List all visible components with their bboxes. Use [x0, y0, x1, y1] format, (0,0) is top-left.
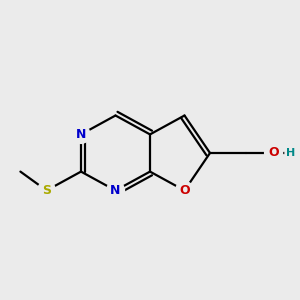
Text: O: O [268, 146, 279, 160]
Text: N: N [110, 184, 121, 197]
Circle shape [106, 182, 124, 200]
Circle shape [265, 144, 283, 162]
Text: S: S [42, 184, 51, 197]
Text: H: H [286, 148, 295, 158]
Text: O: O [179, 184, 190, 197]
Circle shape [38, 182, 56, 200]
Circle shape [285, 148, 296, 158]
Text: N: N [76, 128, 86, 141]
Circle shape [72, 125, 90, 143]
Circle shape [176, 182, 194, 200]
